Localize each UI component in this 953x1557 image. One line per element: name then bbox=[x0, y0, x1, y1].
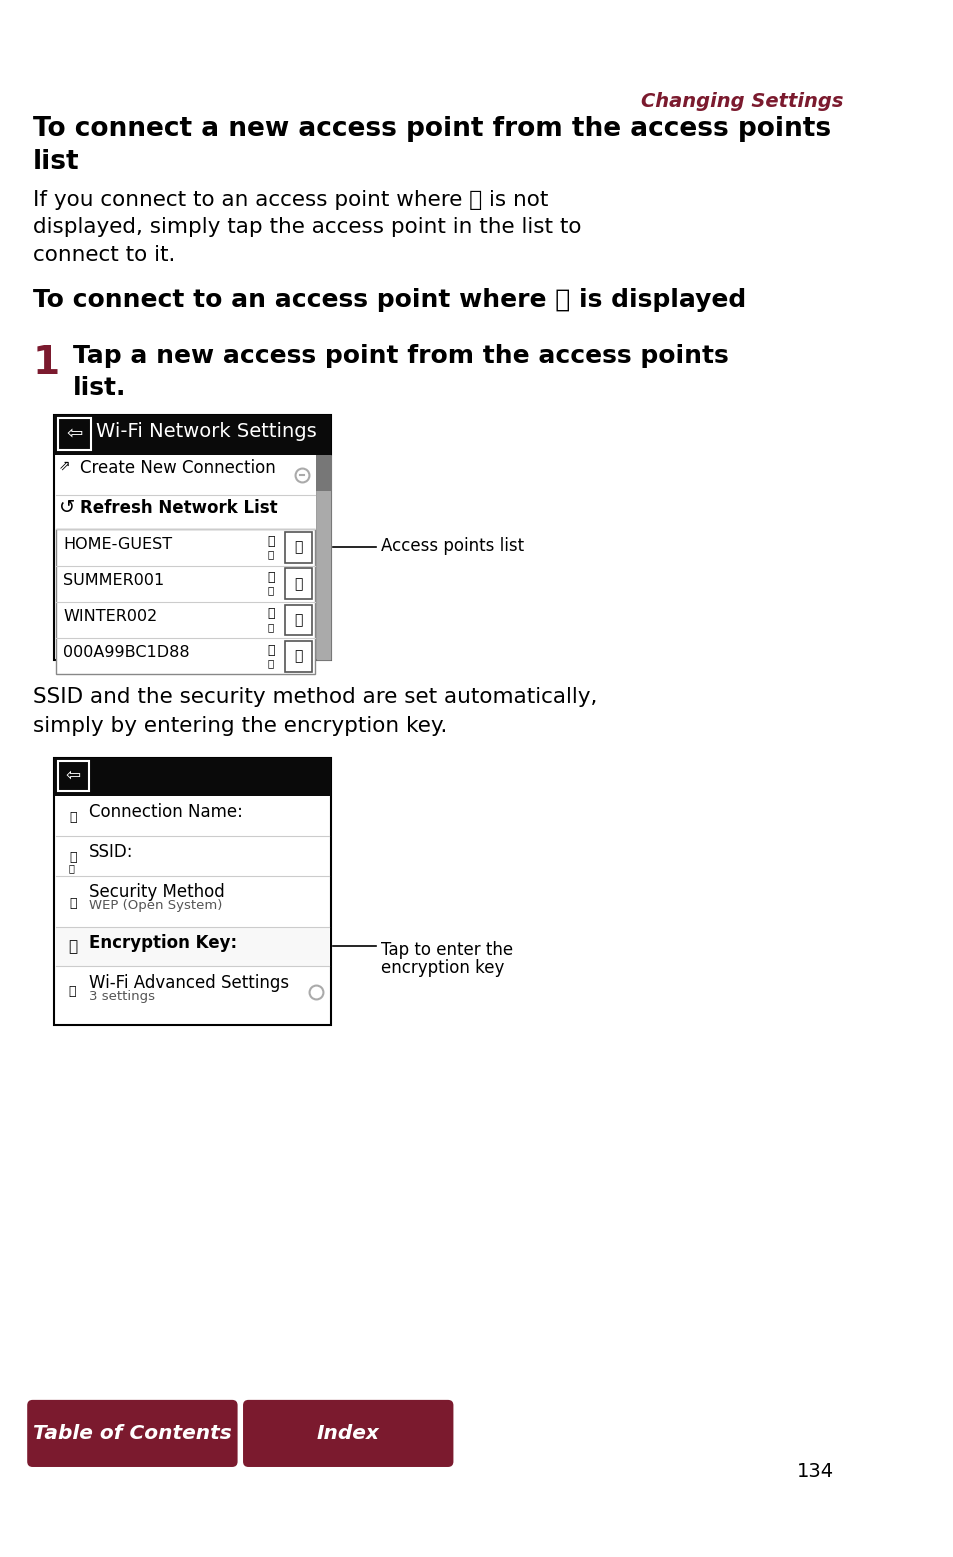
Bar bbox=[54, 416, 331, 455]
Text: 》: 》 bbox=[69, 897, 76, 909]
Text: 🔧: 🔧 bbox=[294, 649, 302, 663]
Text: SSID:: SSID: bbox=[89, 842, 133, 861]
Text: Tap a new access point from the access points: Tap a new access point from the access p… bbox=[72, 344, 727, 369]
Text: 🔧: 🔧 bbox=[294, 540, 302, 554]
Text: ↺: ↺ bbox=[59, 498, 75, 517]
Text: 》: 》 bbox=[267, 534, 274, 548]
Text: To connect to an access point where ⚿ is displayed: To connect to an access point where ⚿ is… bbox=[32, 288, 745, 311]
Text: HOME-GUEST: HOME-GUEST bbox=[64, 537, 172, 551]
Text: 》: 》 bbox=[69, 811, 76, 824]
Text: 》: 》 bbox=[69, 852, 76, 864]
Text: 》: 》 bbox=[267, 607, 274, 620]
FancyBboxPatch shape bbox=[28, 1400, 237, 1467]
Text: 》: 》 bbox=[267, 571, 274, 584]
Text: 000A99BC1D88: 000A99BC1D88 bbox=[64, 646, 190, 660]
Text: WEP (Open System): WEP (Open System) bbox=[89, 900, 222, 912]
FancyBboxPatch shape bbox=[284, 568, 312, 599]
Text: encryption key: encryption key bbox=[380, 959, 504, 978]
Text: 🔒: 🔒 bbox=[267, 621, 274, 632]
Text: 3 settings: 3 settings bbox=[89, 990, 154, 1003]
Text: ⇦: ⇦ bbox=[66, 768, 81, 785]
Bar bbox=[54, 416, 331, 660]
Text: 》: 》 bbox=[267, 643, 274, 657]
FancyBboxPatch shape bbox=[284, 641, 312, 671]
Text: 🗂️: 🗂️ bbox=[69, 986, 76, 998]
Text: To connect a new access point from the access points: To connect a new access point from the a… bbox=[32, 115, 830, 142]
Text: list: list bbox=[32, 149, 79, 176]
Text: WINTER002: WINTER002 bbox=[64, 609, 157, 624]
Text: ⇗: ⇗ bbox=[59, 459, 71, 473]
FancyBboxPatch shape bbox=[243, 1400, 453, 1467]
Text: ⓘ: ⓘ bbox=[69, 863, 74, 873]
Text: Wi-Fi Advanced Settings: Wi-Fi Advanced Settings bbox=[89, 973, 289, 992]
Text: 🔒: 🔒 bbox=[267, 659, 274, 668]
Text: Tap to enter the: Tap to enter the bbox=[380, 940, 513, 959]
Text: 1: 1 bbox=[32, 344, 60, 383]
Text: Create New Connection: Create New Connection bbox=[80, 459, 275, 478]
Text: displayed, simply tap the access point in the list to: displayed, simply tap the access point i… bbox=[32, 218, 580, 237]
Text: If you connect to an access point where ⚿ is not: If you connect to an access point where … bbox=[32, 190, 547, 210]
Text: Index: Index bbox=[316, 1425, 379, 1443]
Text: Table of Contents: Table of Contents bbox=[33, 1425, 232, 1443]
Text: 🔒: 🔒 bbox=[267, 550, 274, 559]
Text: 🔧: 🔧 bbox=[294, 576, 302, 590]
Text: connect to it.: connect to it. bbox=[32, 244, 174, 265]
Bar bbox=[55, 928, 330, 965]
Text: Access points list: Access points list bbox=[380, 537, 523, 554]
Text: Wi-Fi Network Settings: Wi-Fi Network Settings bbox=[96, 422, 316, 441]
Text: SUMMER001: SUMMER001 bbox=[64, 573, 165, 589]
Text: SSID and the security method are set automatically,: SSID and the security method are set aut… bbox=[32, 687, 597, 707]
Text: 134: 134 bbox=[797, 1462, 834, 1481]
Text: ⇦: ⇦ bbox=[66, 425, 83, 444]
Text: 🔒: 🔒 bbox=[68, 939, 77, 954]
Bar bbox=[54, 758, 331, 796]
Text: Security Method: Security Method bbox=[89, 883, 224, 902]
Bar bbox=[54, 758, 331, 1026]
FancyBboxPatch shape bbox=[284, 532, 312, 564]
Text: Changing Settings: Changing Settings bbox=[640, 92, 842, 111]
FancyBboxPatch shape bbox=[284, 604, 312, 635]
Text: simply by entering the encryption key.: simply by entering the encryption key. bbox=[32, 716, 447, 736]
Bar bbox=[316, 455, 331, 660]
Text: 🔧: 🔧 bbox=[294, 613, 302, 627]
Text: Connection Name:: Connection Name: bbox=[89, 803, 242, 821]
Text: list.: list. bbox=[72, 377, 126, 400]
Text: Refresh Network List: Refresh Network List bbox=[80, 500, 277, 517]
Bar bbox=[316, 455, 331, 490]
Text: Encryption Key:: Encryption Key: bbox=[89, 934, 236, 951]
Text: 🔒: 🔒 bbox=[267, 585, 274, 595]
Bar bbox=[56, 529, 314, 674]
